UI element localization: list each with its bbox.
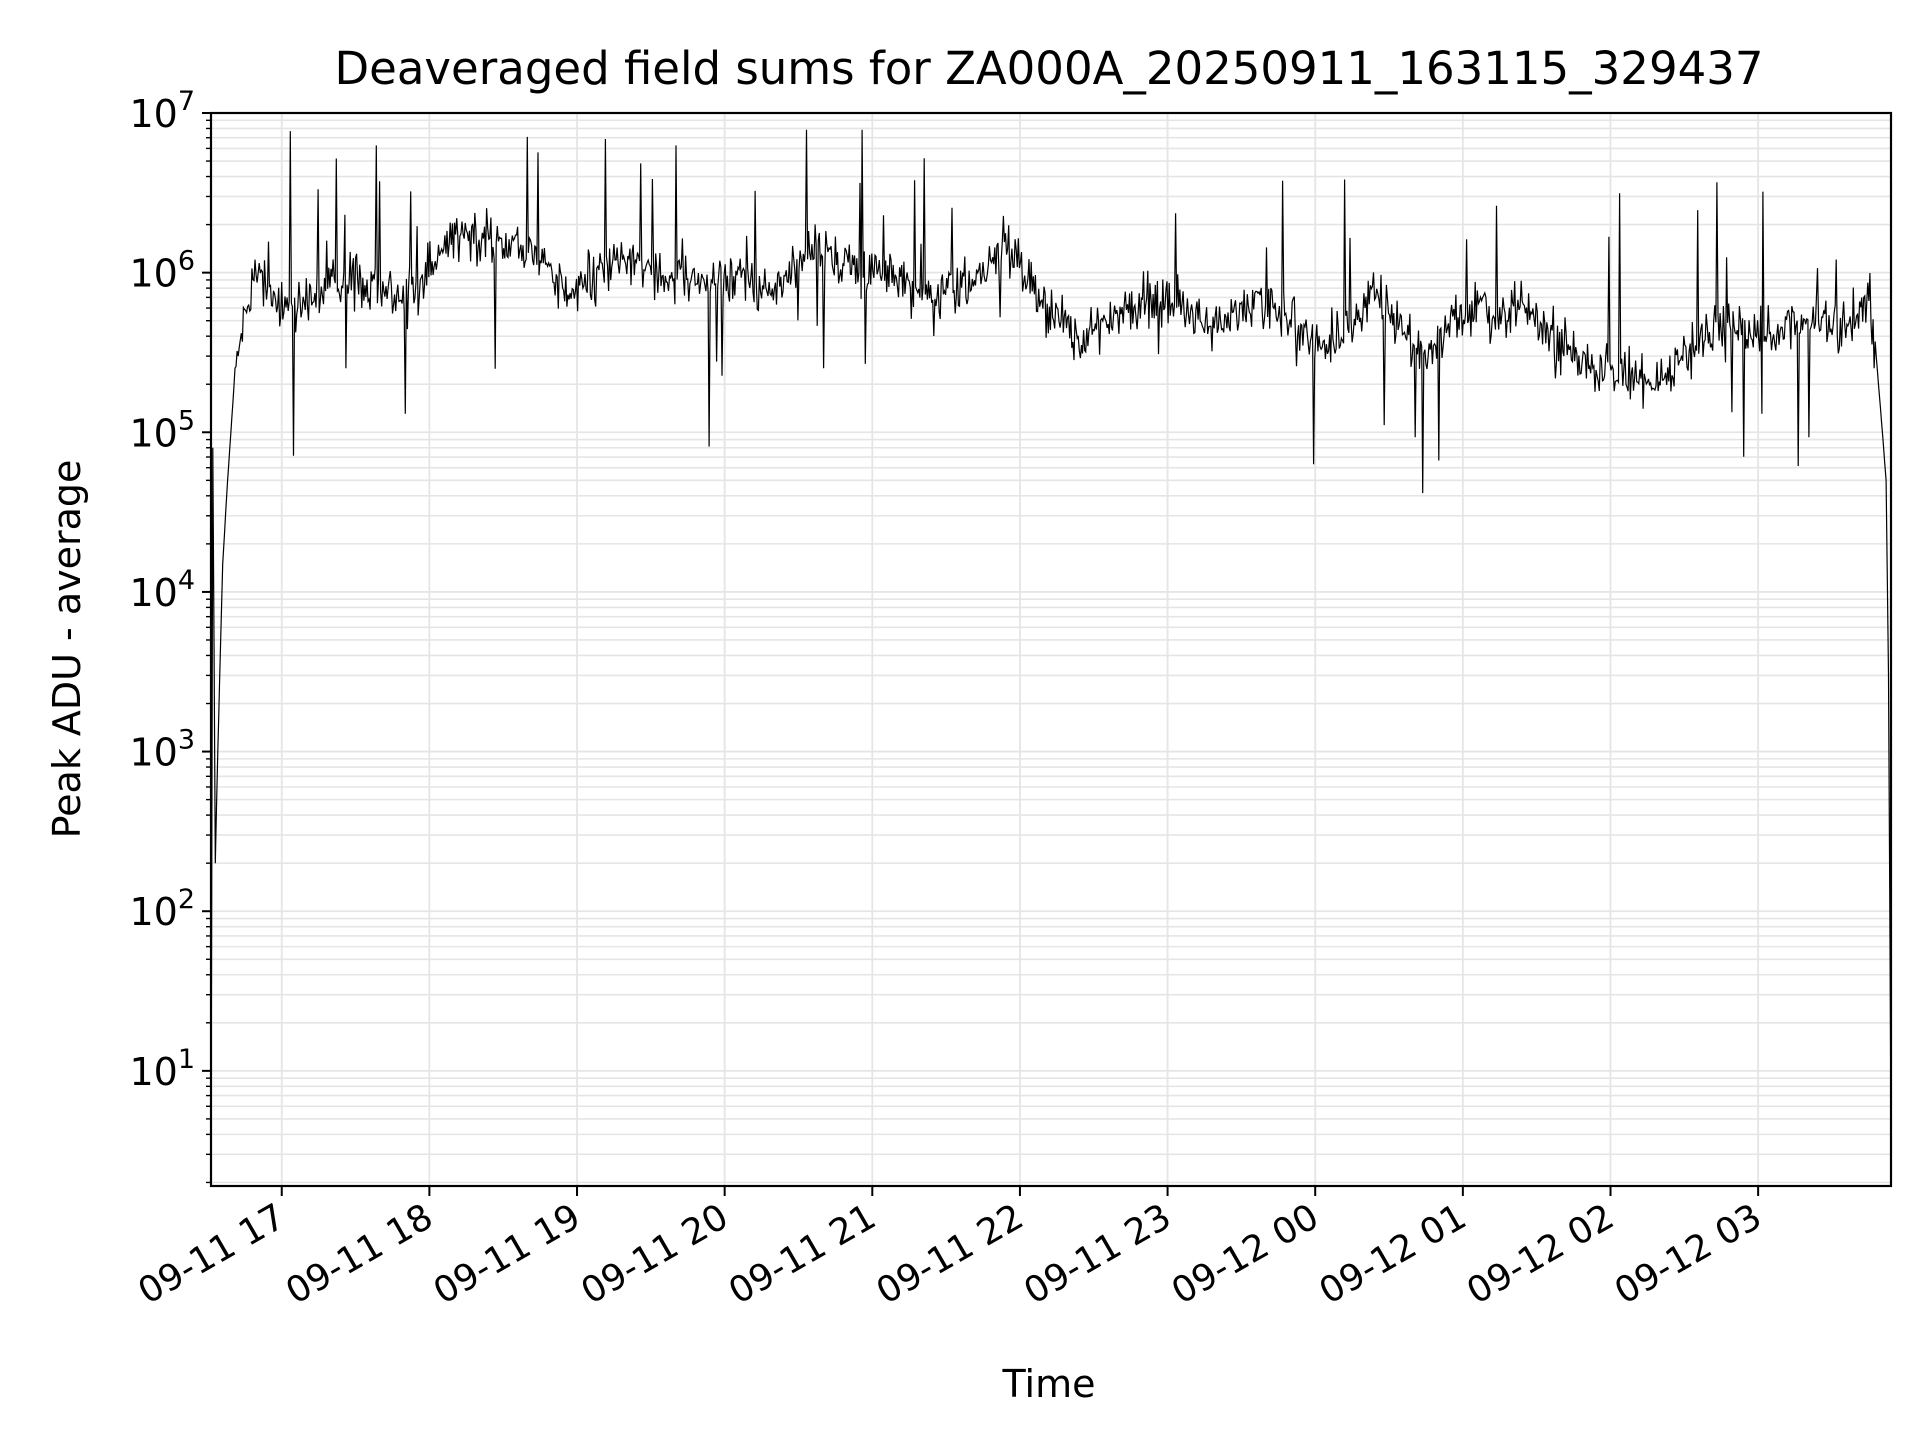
- plot-area-frame: [209, 111, 1893, 1188]
- chart-title: Deaveraged field sums for ZA000A_2025091…: [335, 42, 1764, 95]
- y-tick-label: 104: [129, 565, 195, 615]
- y-tick-label: 103: [129, 725, 195, 775]
- y-tick-label: 107: [129, 86, 195, 136]
- data-layer: [210, 129, 1892, 1183]
- grid-layer: [211, 112, 1891, 1186]
- x-axis-label: Time: [1002, 1362, 1096, 1406]
- y-axis-label: Peak ADU - average: [45, 460, 89, 839]
- y-tick-label: 102: [129, 884, 195, 934]
- y-tick-label: 105: [129, 405, 195, 455]
- series-line: [210, 129, 1892, 1183]
- y-tick-label: 106: [129, 246, 195, 296]
- y-axis: 101 102 103 104 105 106 107: [129, 86, 211, 1184]
- y-tick-label: 101: [129, 1044, 195, 1094]
